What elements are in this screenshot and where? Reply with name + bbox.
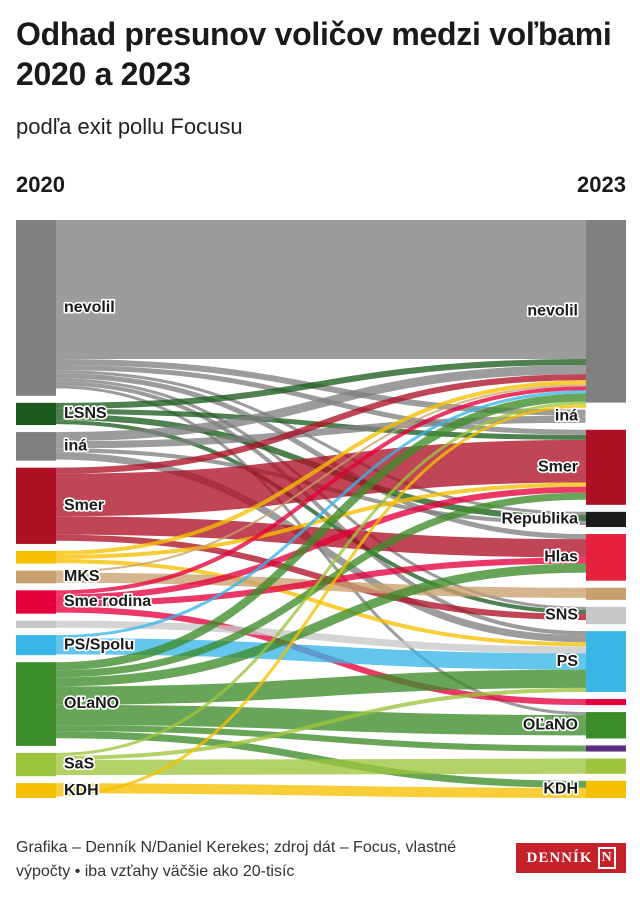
right-node-r_dv [586, 745, 626, 752]
year-2020-label: 2020 [16, 172, 65, 197]
left-label-ina: iná [64, 438, 87, 455]
flow-olano-to-smer [55, 492, 587, 678]
flow-nevolil-to-hlas [55, 373, 587, 540]
left-node-sr [16, 550, 56, 564]
flow-sr-to-nevolil [55, 380, 587, 555]
right-node-olano [586, 712, 626, 739]
left-node-smerodina [16, 590, 56, 614]
right-node-r_mks [586, 587, 626, 600]
right-label-smer: Smer [538, 459, 578, 476]
flow-psspolu-to-nevolil [55, 390, 587, 639]
left-label-smerodina: Sme rodina [64, 593, 151, 610]
right-label-ina: iná [555, 407, 578, 424]
source-credit: Grafika – Denník N/Daniel Kerekes; zdroj… [16, 839, 457, 880]
logo-mark: N [597, 847, 616, 869]
right-label-nevolil: nevolil [527, 303, 578, 320]
flow-olano-to-ps [55, 669, 587, 705]
flow-sas-to-ps [55, 687, 587, 760]
right-nodes: nevolil iná Smer Republika Hlas SNS PS OĽaNO KDH [500, 220, 627, 799]
left-node-olano [16, 662, 56, 746]
left-label-mks: MKS [64, 568, 100, 585]
flow-olano-to-hlas [55, 563, 587, 687]
left-node-ina [16, 432, 56, 461]
year-2023-label: 2023 [577, 172, 626, 197]
chart-subtitle: podľa exit pollu Focusu [16, 114, 243, 139]
flow-sr-to-smer [55, 482, 587, 560]
right-label-kdh: KDH [543, 781, 578, 798]
left-node-za [16, 620, 56, 629]
flow-sas-to-r_sas [55, 758, 587, 776]
right-label-olano: OĽaNO [523, 716, 578, 733]
flow-ina-to-nevolil [55, 365, 587, 442]
right-node-hlas [586, 534, 626, 581]
flow-nevolil-to-ps [55, 381, 587, 636]
right-label-ps: PS [557, 653, 579, 670]
flow-smer-to-nevolil [55, 374, 587, 474]
left-node-sas [16, 752, 56, 777]
flow-za-to-ps [55, 620, 587, 654]
right-node-sns [586, 606, 626, 625]
flow-olano-to-nevolil [55, 393, 587, 671]
left-node-psspolu [16, 635, 56, 656]
left-label-psspolu: PS/Spolu [64, 636, 134, 653]
right-node-ps [586, 631, 626, 692]
right-node-smer [586, 429, 626, 505]
right-node-nevolil [586, 220, 626, 403]
left-node-kdh [16, 783, 56, 798]
flow-olano-to-r_dv [55, 725, 587, 752]
flow-olano-to-olano [55, 704, 587, 736]
left-label-kdh: KDH [64, 782, 99, 799]
flow-mks-to-nevolil [55, 384, 587, 573]
flow-psspolu-to-ps [55, 638, 587, 670]
left-label-sas: SaS [64, 756, 95, 773]
flow-smerodina-to-nevolil [55, 386, 587, 595]
flow-smerodina-to-smer [55, 486, 587, 601]
left-nodes: nevolil ĽSNS iná Smer MKS Sme rodina PS/Spolu O… [16, 220, 153, 800]
dennik-n-logo: DENNÍK N [516, 843, 626, 873]
links-group [55, 220, 587, 798]
left-label-nevolil: nevolil [64, 299, 115, 316]
left-label-olano: OĽaNO [64, 695, 119, 712]
left-node-lsns [16, 402, 56, 426]
left-node-smer [16, 467, 56, 544]
right-node-kdh [586, 780, 626, 798]
flow-kdh-to-kdh [55, 783, 587, 798]
logo-text: DENNÍK [526, 849, 593, 866]
flow-kdh-to-nevolil [55, 404, 587, 797]
left-label-lsns: ĽSNS [64, 405, 107, 422]
right-label-sns: SNS [545, 607, 578, 624]
flow-lsns-to-nevolil [55, 358, 587, 409]
right-node-r_sas [586, 758, 626, 774]
right-node-r_sr [586, 698, 626, 706]
right-label-republika: Republika [502, 511, 579, 528]
left-node-nevolil [16, 220, 56, 396]
right-node-ina [585, 409, 627, 424]
left-label-smer: Smer [64, 497, 104, 514]
chart-title: Odhad presunov voličov medzi voľbami 202… [16, 16, 612, 92]
left-node-mks [16, 570, 56, 584]
flow-sas-to-nevolil [55, 401, 587, 756]
right-label-hlas: Hlas [544, 549, 578, 566]
right-node-republika [586, 511, 626, 528]
